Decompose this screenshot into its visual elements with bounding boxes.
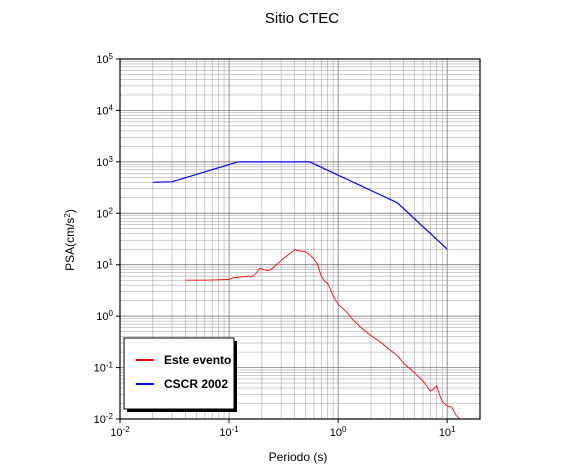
- y-tick-label: 104: [96, 103, 113, 118]
- plot-frame: [119, 58, 481, 420]
- series-layer: [152, 161, 460, 420]
- series-line-este-evento: [185, 249, 460, 420]
- legend-label: Este evento: [164, 353, 231, 367]
- x-axis: 10-2 10-1 100 101: [110, 419, 456, 439]
- y-tick-label: 105: [96, 52, 113, 67]
- x-axis-label: Periodo (s): [269, 450, 328, 464]
- y-tick-label: 10-1: [94, 360, 114, 375]
- x-tick-label: 10-2: [110, 425, 130, 440]
- y-tick-label: 100: [96, 309, 113, 324]
- legend-box: [123, 337, 235, 410]
- y-tick-label: 102: [96, 206, 113, 221]
- legend: Este evento CSCR 2002: [123, 337, 237, 412]
- x-tick-label: 100: [330, 425, 347, 440]
- x-tick-label: 10-1: [219, 425, 239, 440]
- y-tick-label: 103: [96, 154, 113, 169]
- chart-title: Sitio CTEC: [265, 10, 339, 27]
- x-tick-label: 101: [439, 425, 456, 440]
- y-tick-label: 101: [96, 257, 113, 272]
- legend-label: CSCR 2002: [164, 377, 228, 391]
- series-line-cscr-2002: [152, 161, 448, 250]
- y-axis: 10-2 10-1 100 101 102 103 104 105: [94, 52, 120, 427]
- y-tick-label: 10-2: [94, 412, 114, 427]
- y-axis-label: PSA(cm/s2): [63, 209, 78, 271]
